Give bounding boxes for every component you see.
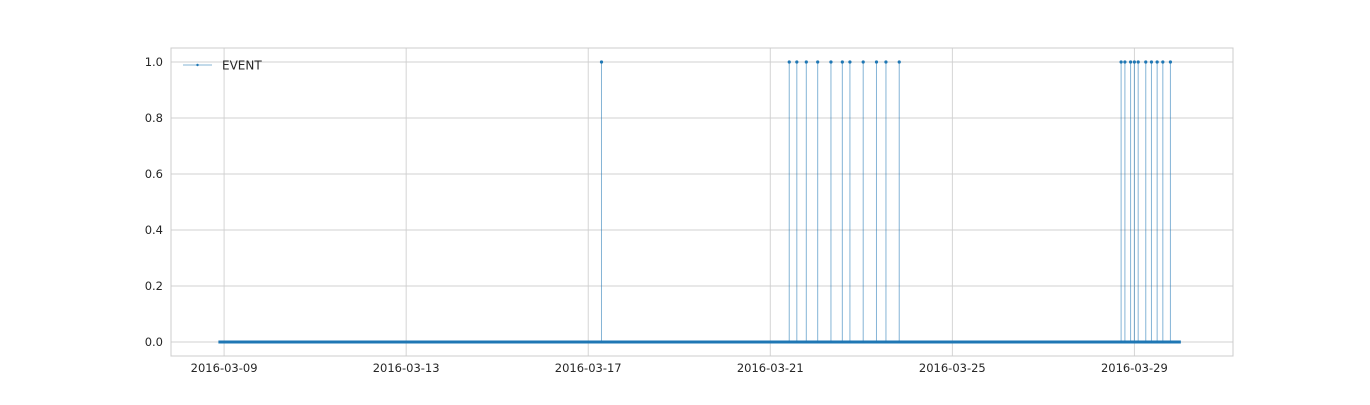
y-tick-label: 0.0 [145,335,163,349]
x-axis: 2016-03-09 2016-03-13 2016-03-17 2016-03-21… [191,361,1168,375]
y-tick-label: 0.8 [145,111,163,125]
event-point [787,60,791,64]
event-point [1119,60,1123,64]
x-tick-label: 2016-03-13 [373,361,440,375]
event-point [884,60,888,64]
x-tick-label: 2016-03-09 [191,361,258,375]
event-point [897,60,901,64]
event-point [829,60,833,64]
y-axis: 0.0 0.2 0.4 0.6 0.8 1.0 [145,55,163,349]
event-point [1144,60,1148,64]
event-point [1168,60,1173,64]
event-point [804,60,808,64]
legend: EVENT [183,59,262,73]
y-tick-label: 1.0 [145,55,163,69]
x-tick-label: 2016-03-21 [737,361,804,375]
series-event [218,60,1181,344]
plot-frame [170,47,1234,357]
x-tick-label: 2016-03-25 [919,361,986,375]
x-tick-label: 2016-03-17 [555,361,622,375]
x-tick-label: 2016-03-29 [1101,361,1168,375]
event-point [1161,60,1165,64]
event-point [816,60,820,64]
legend-marker-swatch [196,63,199,67]
event-point [874,60,879,64]
y-tick-label: 0.2 [145,279,163,293]
legend-label: EVENT [222,59,262,73]
y-tick-label: 0.4 [145,223,163,237]
event-point [840,60,844,64]
event-point [1136,60,1140,64]
event-point [861,60,865,64]
event-point [1132,60,1136,64]
y-tick-label: 0.6 [145,167,163,181]
event-point [1128,60,1133,64]
event-point [1149,60,1154,64]
event-point [1123,60,1127,64]
event-point [795,60,799,64]
event-point [599,60,604,64]
event-point [1155,60,1159,64]
event-point [848,60,852,64]
